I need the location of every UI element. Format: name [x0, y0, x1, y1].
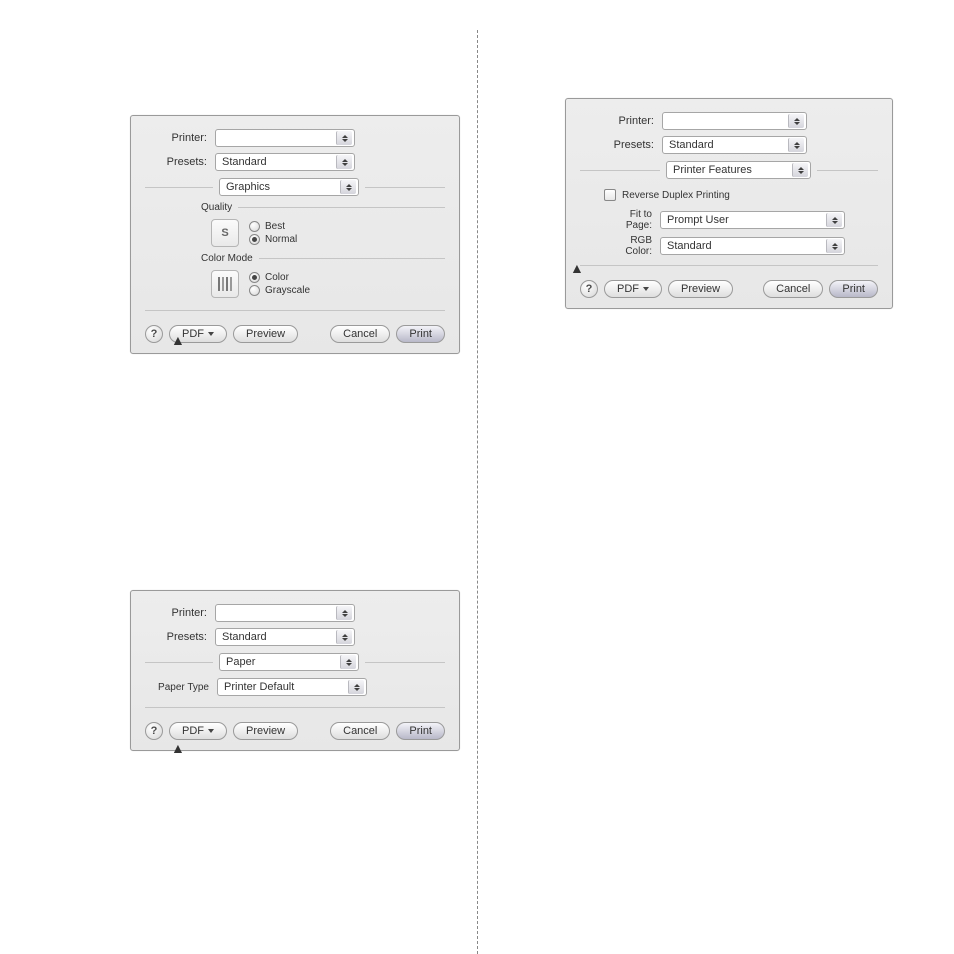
select-stepper-icon: [340, 180, 356, 194]
printer-select[interactable]: [215, 129, 355, 147]
printer-label: Printer:: [145, 607, 215, 619]
presets-value: Standard: [222, 631, 267, 643]
papertype-label: Paper Type: [145, 682, 217, 693]
cancel-button[interactable]: Cancel: [330, 325, 390, 343]
help-button[interactable]: ?: [145, 722, 163, 740]
rgb-color-value: Standard: [667, 240, 712, 252]
reverse-duplex-checkbox[interactable]: [604, 189, 616, 201]
printer-select[interactable]: [662, 112, 807, 130]
select-stepper-icon: [788, 114, 804, 128]
rgb-color-label: RGB Color:: [604, 235, 660, 257]
select-stepper-icon: [788, 138, 804, 152]
print-dialog-graphics: Printer: Presets: Standard Graphics Qual: [130, 115, 460, 354]
pdf-button[interactable]: PDF: [169, 722, 227, 740]
reverse-duplex-label: Reverse Duplex Printing: [622, 190, 730, 201]
presets-select[interactable]: Standard: [662, 136, 807, 154]
select-stepper-icon: [826, 213, 842, 227]
printer-label: Printer:: [580, 115, 662, 127]
color-label: Color: [265, 272, 289, 283]
print-button[interactable]: Print: [396, 722, 445, 740]
section-value: Paper: [226, 656, 255, 668]
triangle-down-icon: [643, 287, 649, 291]
section-select[interactable]: Graphics: [219, 178, 359, 196]
triangle-down-icon: [208, 332, 214, 336]
printer-select[interactable]: [215, 604, 355, 622]
pointer-icon: ▲: [171, 332, 185, 348]
quality-normal-label: Normal: [265, 234, 297, 245]
section-select[interactable]: Printer Features: [666, 161, 811, 179]
papertype-value: Printer Default: [224, 681, 294, 693]
colormode-section-label: Color Mode: [201, 253, 259, 264]
print-button[interactable]: Print: [396, 325, 445, 343]
select-stepper-icon: [826, 239, 842, 253]
presets-label: Presets:: [145, 156, 215, 168]
quality-icon: S: [211, 219, 239, 247]
column-divider: [477, 30, 478, 954]
presets-label: Presets:: [145, 631, 215, 643]
help-button[interactable]: ?: [580, 280, 598, 298]
presets-select[interactable]: Standard: [215, 628, 355, 646]
select-stepper-icon: [340, 655, 356, 669]
cancel-button[interactable]: Cancel: [763, 280, 823, 298]
grayscale-label: Grayscale: [265, 285, 310, 296]
pointer-icon: ▲: [171, 740, 185, 756]
pointer-icon: ▲: [570, 260, 584, 276]
quality-section-label: Quality: [201, 202, 238, 213]
quality-best-label: Best: [265, 221, 285, 232]
presets-label: Presets:: [580, 139, 662, 151]
radio-icon: [249, 272, 260, 283]
print-dialog-features: Printer: Presets: Standard Printer Featu…: [565, 98, 893, 309]
help-button[interactable]: ?: [145, 325, 163, 343]
section-value: Printer Features: [673, 164, 752, 176]
print-dialog-paper: Printer: Presets: Standard Paper Paper T…: [130, 590, 460, 751]
fit-to-page-label: Fit to Page:: [604, 209, 660, 231]
select-stepper-icon: [336, 630, 352, 644]
preview-button[interactable]: Preview: [668, 280, 733, 298]
select-stepper-icon: [348, 680, 364, 694]
section-value: Graphics: [226, 181, 270, 193]
fit-to-page-value: Prompt User: [667, 214, 729, 226]
rgb-color-select[interactable]: Standard: [660, 237, 845, 255]
cancel-button[interactable]: Cancel: [330, 722, 390, 740]
print-button[interactable]: Print: [829, 280, 878, 298]
select-stepper-icon: [792, 163, 808, 177]
select-stepper-icon: [336, 155, 352, 169]
select-stepper-icon: [336, 131, 352, 145]
grayscale-radio[interactable]: Grayscale: [249, 285, 310, 296]
triangle-down-icon: [208, 729, 214, 733]
radio-icon: [249, 221, 260, 232]
quality-best-radio[interactable]: Best: [249, 221, 297, 232]
quality-normal-radio[interactable]: Normal: [249, 234, 297, 245]
color-radio[interactable]: Color: [249, 272, 310, 283]
printer-label: Printer:: [145, 132, 215, 144]
preview-button[interactable]: Preview: [233, 325, 298, 343]
colormode-icon: [211, 270, 239, 298]
radio-icon: [249, 234, 260, 245]
papertype-select[interactable]: Printer Default: [217, 678, 367, 696]
pdf-button[interactable]: PDF: [604, 280, 662, 298]
fit-to-page-select[interactable]: Prompt User: [660, 211, 845, 229]
presets-select[interactable]: Standard: [215, 153, 355, 171]
preview-button[interactable]: Preview: [233, 722, 298, 740]
presets-value: Standard: [222, 156, 267, 168]
select-stepper-icon: [336, 606, 352, 620]
radio-icon: [249, 285, 260, 296]
presets-value: Standard: [669, 139, 714, 151]
section-select[interactable]: Paper: [219, 653, 359, 671]
